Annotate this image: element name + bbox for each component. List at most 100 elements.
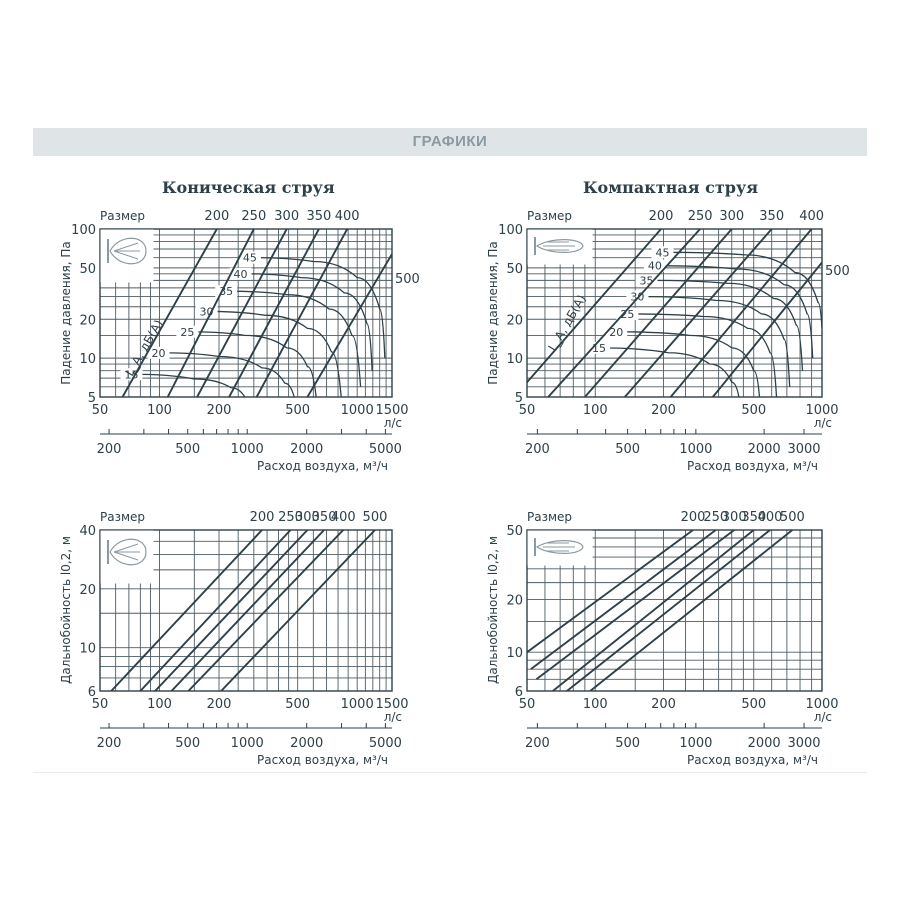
size-line-400 bbox=[187, 530, 344, 691]
noise-curve-15 bbox=[132, 373, 246, 397]
noise-label-plate bbox=[651, 246, 674, 259]
y-tick-label: 10 bbox=[79, 642, 96, 657]
noise-label-plate bbox=[238, 251, 261, 264]
x-tick-label-m3h: 200 bbox=[97, 442, 122, 457]
x-tick-label-m3h: 200 bbox=[97, 736, 122, 751]
noise-label-45: 45 bbox=[243, 252, 257, 265]
x-unit-ls: л/с bbox=[384, 710, 402, 724]
x-axis-label: Расход воздуха, м³/ч bbox=[257, 459, 388, 473]
x-tick-label-ls: 1000 bbox=[341, 697, 374, 712]
size-line-200 bbox=[527, 229, 662, 383]
size-tick-200: 200 bbox=[649, 209, 674, 224]
noise-label-20: 20 bbox=[609, 326, 623, 339]
noise-curve-45 bbox=[250, 256, 386, 359]
x-tick-label-ls: 500 bbox=[285, 697, 310, 712]
y-tick-label: 20 bbox=[506, 594, 523, 609]
chart-compact-throw: Размер 2002503003504005006102050Дальнобой… bbox=[486, 510, 839, 767]
size-tick-250: 250 bbox=[688, 209, 713, 224]
size-line-400 bbox=[566, 530, 771, 691]
x-tick-label-m3h: 3000 bbox=[787, 442, 820, 457]
size-line-350 bbox=[170, 530, 325, 691]
noise-label-plate bbox=[643, 259, 666, 272]
x-tick-label-ls: 1000 bbox=[341, 403, 374, 418]
y-tick-label: 50 bbox=[506, 262, 523, 277]
size-label: Размер bbox=[527, 510, 572, 524]
x-tick-label-m3h: 5000 bbox=[369, 442, 402, 457]
conical-jet-icon bbox=[100, 229, 154, 283]
x-tick-label-ls: 100 bbox=[583, 697, 608, 712]
x-tick-label-ls: 1000 bbox=[805, 403, 838, 418]
size-line-300 bbox=[154, 530, 309, 691]
noise-label-40: 40 bbox=[648, 260, 662, 273]
size-tick-300: 300 bbox=[719, 209, 744, 224]
noise-curve-35 bbox=[227, 290, 362, 387]
x-tick-label-ls: 200 bbox=[651, 403, 676, 418]
plot-frame bbox=[526, 529, 823, 692]
y-tick-label: 20 bbox=[79, 583, 96, 598]
size-tick-500: 500 bbox=[780, 510, 805, 525]
size-line-250 bbox=[166, 229, 255, 397]
size-tick-350: 350 bbox=[759, 209, 784, 224]
size-label: Размер bbox=[100, 510, 145, 524]
x-tick-label-m3h: 200 bbox=[525, 442, 550, 457]
size-line-500 bbox=[306, 253, 392, 397]
y-axis-label: Падение давления, Па bbox=[486, 241, 500, 385]
size-tick-500: 500 bbox=[825, 264, 850, 279]
x-tick-label-ls: 50 bbox=[92, 403, 109, 418]
x-tick-label-m3h: 1000 bbox=[679, 736, 712, 751]
noise-label-15: 15 bbox=[592, 342, 606, 355]
y-tick-label: 6 bbox=[88, 685, 96, 700]
size-tick-300: 300 bbox=[722, 510, 747, 525]
x-tick-label-ls: 100 bbox=[147, 403, 172, 418]
x-tick-label-m3h: 5000 bbox=[369, 736, 402, 751]
size-lines bbox=[527, 530, 793, 691]
size-lines bbox=[110, 530, 376, 691]
x-tick-label-ls: 1000 bbox=[805, 697, 838, 712]
plot-frame bbox=[526, 228, 823, 398]
x-tick-label-ls: 50 bbox=[519, 697, 536, 712]
y-tick-label: 5 bbox=[515, 391, 523, 406]
x-axis-label: Расход воздуха, м³/ч bbox=[687, 753, 818, 767]
noise-curve-45 bbox=[663, 251, 822, 329]
plot-frame bbox=[99, 529, 393, 692]
size-line-350 bbox=[228, 229, 320, 397]
noise-curve-15 bbox=[600, 347, 740, 397]
size-line-250 bbox=[547, 229, 701, 397]
x-tick-label-m3h: 1000 bbox=[231, 442, 264, 457]
noise-curve-40 bbox=[241, 273, 373, 371]
noise-label-45: 45 bbox=[656, 246, 670, 259]
size-line-300 bbox=[196, 229, 288, 397]
noise-label-plate bbox=[229, 267, 252, 280]
y-tick-label: 6 bbox=[515, 685, 523, 700]
noise-curve-20 bbox=[617, 331, 761, 397]
size-line-200 bbox=[110, 530, 263, 691]
header-bar: ГРАФИКИ bbox=[33, 128, 867, 156]
compact-jet-icon bbox=[527, 229, 593, 265]
size-tick-350: 350 bbox=[741, 510, 766, 525]
x-axis-label: Расход воздуха, м³/ч bbox=[687, 459, 818, 473]
x-tick-label-m3h: 500 bbox=[615, 442, 640, 457]
size-line-350 bbox=[552, 530, 755, 691]
x-tick-label-ls: 200 bbox=[207, 403, 232, 418]
x-tick-label-ls: 50 bbox=[92, 697, 109, 712]
m3h-axis bbox=[527, 429, 822, 435]
y-tick-label: 40 bbox=[79, 524, 96, 539]
y-axis-label: Дальнобойность l0,2, м bbox=[486, 536, 500, 684]
size-tick-300: 300 bbox=[295, 510, 320, 525]
x-tick-label-ls: 200 bbox=[651, 697, 676, 712]
y-tick-label: 20 bbox=[506, 313, 523, 328]
noise-label-plate bbox=[588, 341, 611, 354]
noise-label-40: 40 bbox=[234, 268, 248, 281]
x-tick-label-m3h: 200 bbox=[525, 736, 550, 751]
size-label: Размер bbox=[100, 209, 145, 223]
y-tick-label: 100 bbox=[71, 223, 96, 238]
x-tick-label-m3h: 2000 bbox=[748, 442, 781, 457]
x-tick-label-m3h: 2000 bbox=[290, 736, 323, 751]
size-line-250 bbox=[530, 530, 717, 670]
size-tick-400: 400 bbox=[758, 510, 783, 525]
x-tick-label-m3h: 2000 bbox=[290, 442, 323, 457]
noise-label-25: 25 bbox=[620, 308, 634, 321]
y-axis-label: Дальнобойность l0,2, м bbox=[59, 536, 73, 684]
